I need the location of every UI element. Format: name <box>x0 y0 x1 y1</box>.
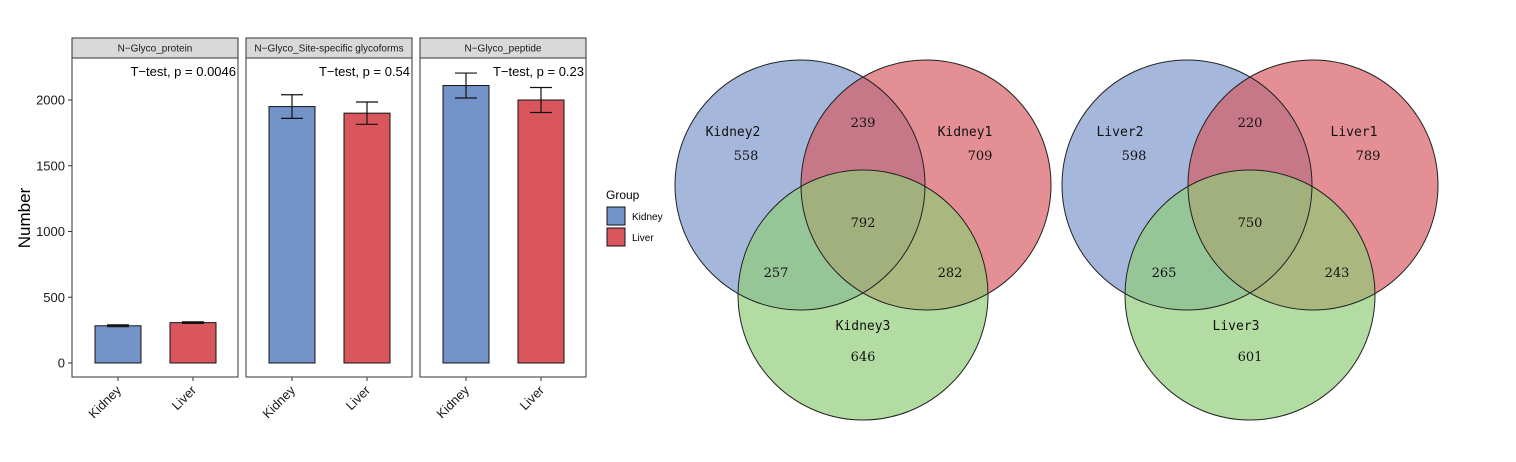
faceted-bar-chart: Number 0 500 1000 1500 2000 N−Glyco_protein T−t… <box>15 37 587 421</box>
venn-set-outline <box>1124 169 1376 421</box>
venn-overlap-center: 750 <box>1238 216 1263 231</box>
venn-diagram: Liver2 598 Liver1 789 Liver3 601 220 750 265 243 <box>1061 59 1439 421</box>
venn-unique-count: 598 <box>1122 149 1147 164</box>
x-tick-label: Liver <box>343 382 374 413</box>
venn-overlap-right: 282 <box>938 266 963 281</box>
panel-frame <box>245 57 413 378</box>
facet-panel: N−Glyco_Site-specific glycoforms T−test, … <box>245 37 413 421</box>
venn-set-outline <box>1061 59 1313 311</box>
venn-diagrams: Kidney2 558 Kidney1 709 Kidney3 646 239 792 257 2… <box>674 59 1439 421</box>
venn-set-outline <box>1187 59 1439 311</box>
legend-swatch-liver <box>606 227 626 247</box>
bar-kidney <box>442 85 490 364</box>
venn-set-label: Liver2 <box>1097 125 1144 140</box>
stat-annotation: T−test, p = 0.0046 <box>130 64 236 79</box>
y-axis-label: Number <box>15 187 34 248</box>
group-legend: Group Kidney Liver <box>606 188 663 247</box>
y-tick-label: 500 <box>43 290 65 305</box>
bar-liver <box>169 322 217 364</box>
venn-overlap-right: 243 <box>1325 266 1350 281</box>
y-tick-label: 2000 <box>36 93 65 108</box>
venn-set-label: Kidney1 <box>938 125 993 140</box>
y-tick-label: 1500 <box>36 158 65 173</box>
legend-label-kidney: Kidney <box>632 212 663 223</box>
legend-swatch-kidney <box>606 206 626 226</box>
legend-title: Group <box>606 188 640 202</box>
venn-unique-count: 601 <box>1238 350 1263 365</box>
venn-overlap-left: 265 <box>1152 266 1177 281</box>
venn-set-outline <box>737 169 989 421</box>
venn-set-circle <box>1125 170 1375 420</box>
venn-unique-count: 789 <box>1356 149 1381 164</box>
stat-annotation: T−test, p = 0.23 <box>493 64 584 79</box>
x-tick-label: Kidney <box>433 382 472 421</box>
panel-frame <box>71 57 239 378</box>
y-tick-label: 0 <box>58 356 65 371</box>
x-tick-label: Kidney <box>85 382 124 421</box>
y-tick-label: 1000 <box>36 224 65 239</box>
venn-set-label: Liver3 <box>1213 319 1260 334</box>
venn-diagram: Kidney2 558 Kidney1 709 Kidney3 646 239 792 257 2… <box>674 59 1052 421</box>
facet-title: N−Glyco_protein <box>118 44 193 55</box>
venn-set-label: Liver1 <box>1331 125 1378 140</box>
facet-panel: N−Glyco_peptide T−test, p = 0.23 Kidney Liv… <box>419 37 587 421</box>
venn-set-outline <box>674 59 926 311</box>
legend-label-liver: Liver <box>632 233 654 244</box>
bar-kidney <box>94 325 142 364</box>
bar-liver <box>517 99 565 364</box>
bar-kidney <box>268 106 316 364</box>
venn-overlap-top: 220 <box>1238 116 1263 131</box>
venn-unique-count: 646 <box>851 350 876 365</box>
venn-overlap-top: 239 <box>851 116 876 131</box>
venn-set-label: Kidney2 <box>706 125 761 140</box>
panel-frame <box>419 57 587 378</box>
venn-set-circle <box>738 170 988 420</box>
bar-liver <box>343 112 391 364</box>
facet-title: N−Glyco_Site-specific glycoforms <box>254 44 403 55</box>
venn-overlap-center: 792 <box>851 216 876 231</box>
venn-unique-count: 558 <box>734 149 759 164</box>
stat-annotation: T−test, p = 0.54 <box>319 64 410 79</box>
facet-title: N−Glyco_peptide <box>465 44 542 55</box>
venn-overlap-left: 257 <box>764 266 789 281</box>
x-tick-label: Kidney <box>259 382 298 421</box>
venn-set-label: Kidney3 <box>836 319 891 334</box>
x-tick-label: Liver <box>517 382 548 413</box>
x-tick-label: Liver <box>169 382 200 413</box>
venn-set-outline <box>800 59 1052 311</box>
venn-unique-count: 709 <box>968 149 993 164</box>
facet-panel: N−Glyco_protein T−test, p = 0.0046 Kidney L… <box>71 37 239 421</box>
